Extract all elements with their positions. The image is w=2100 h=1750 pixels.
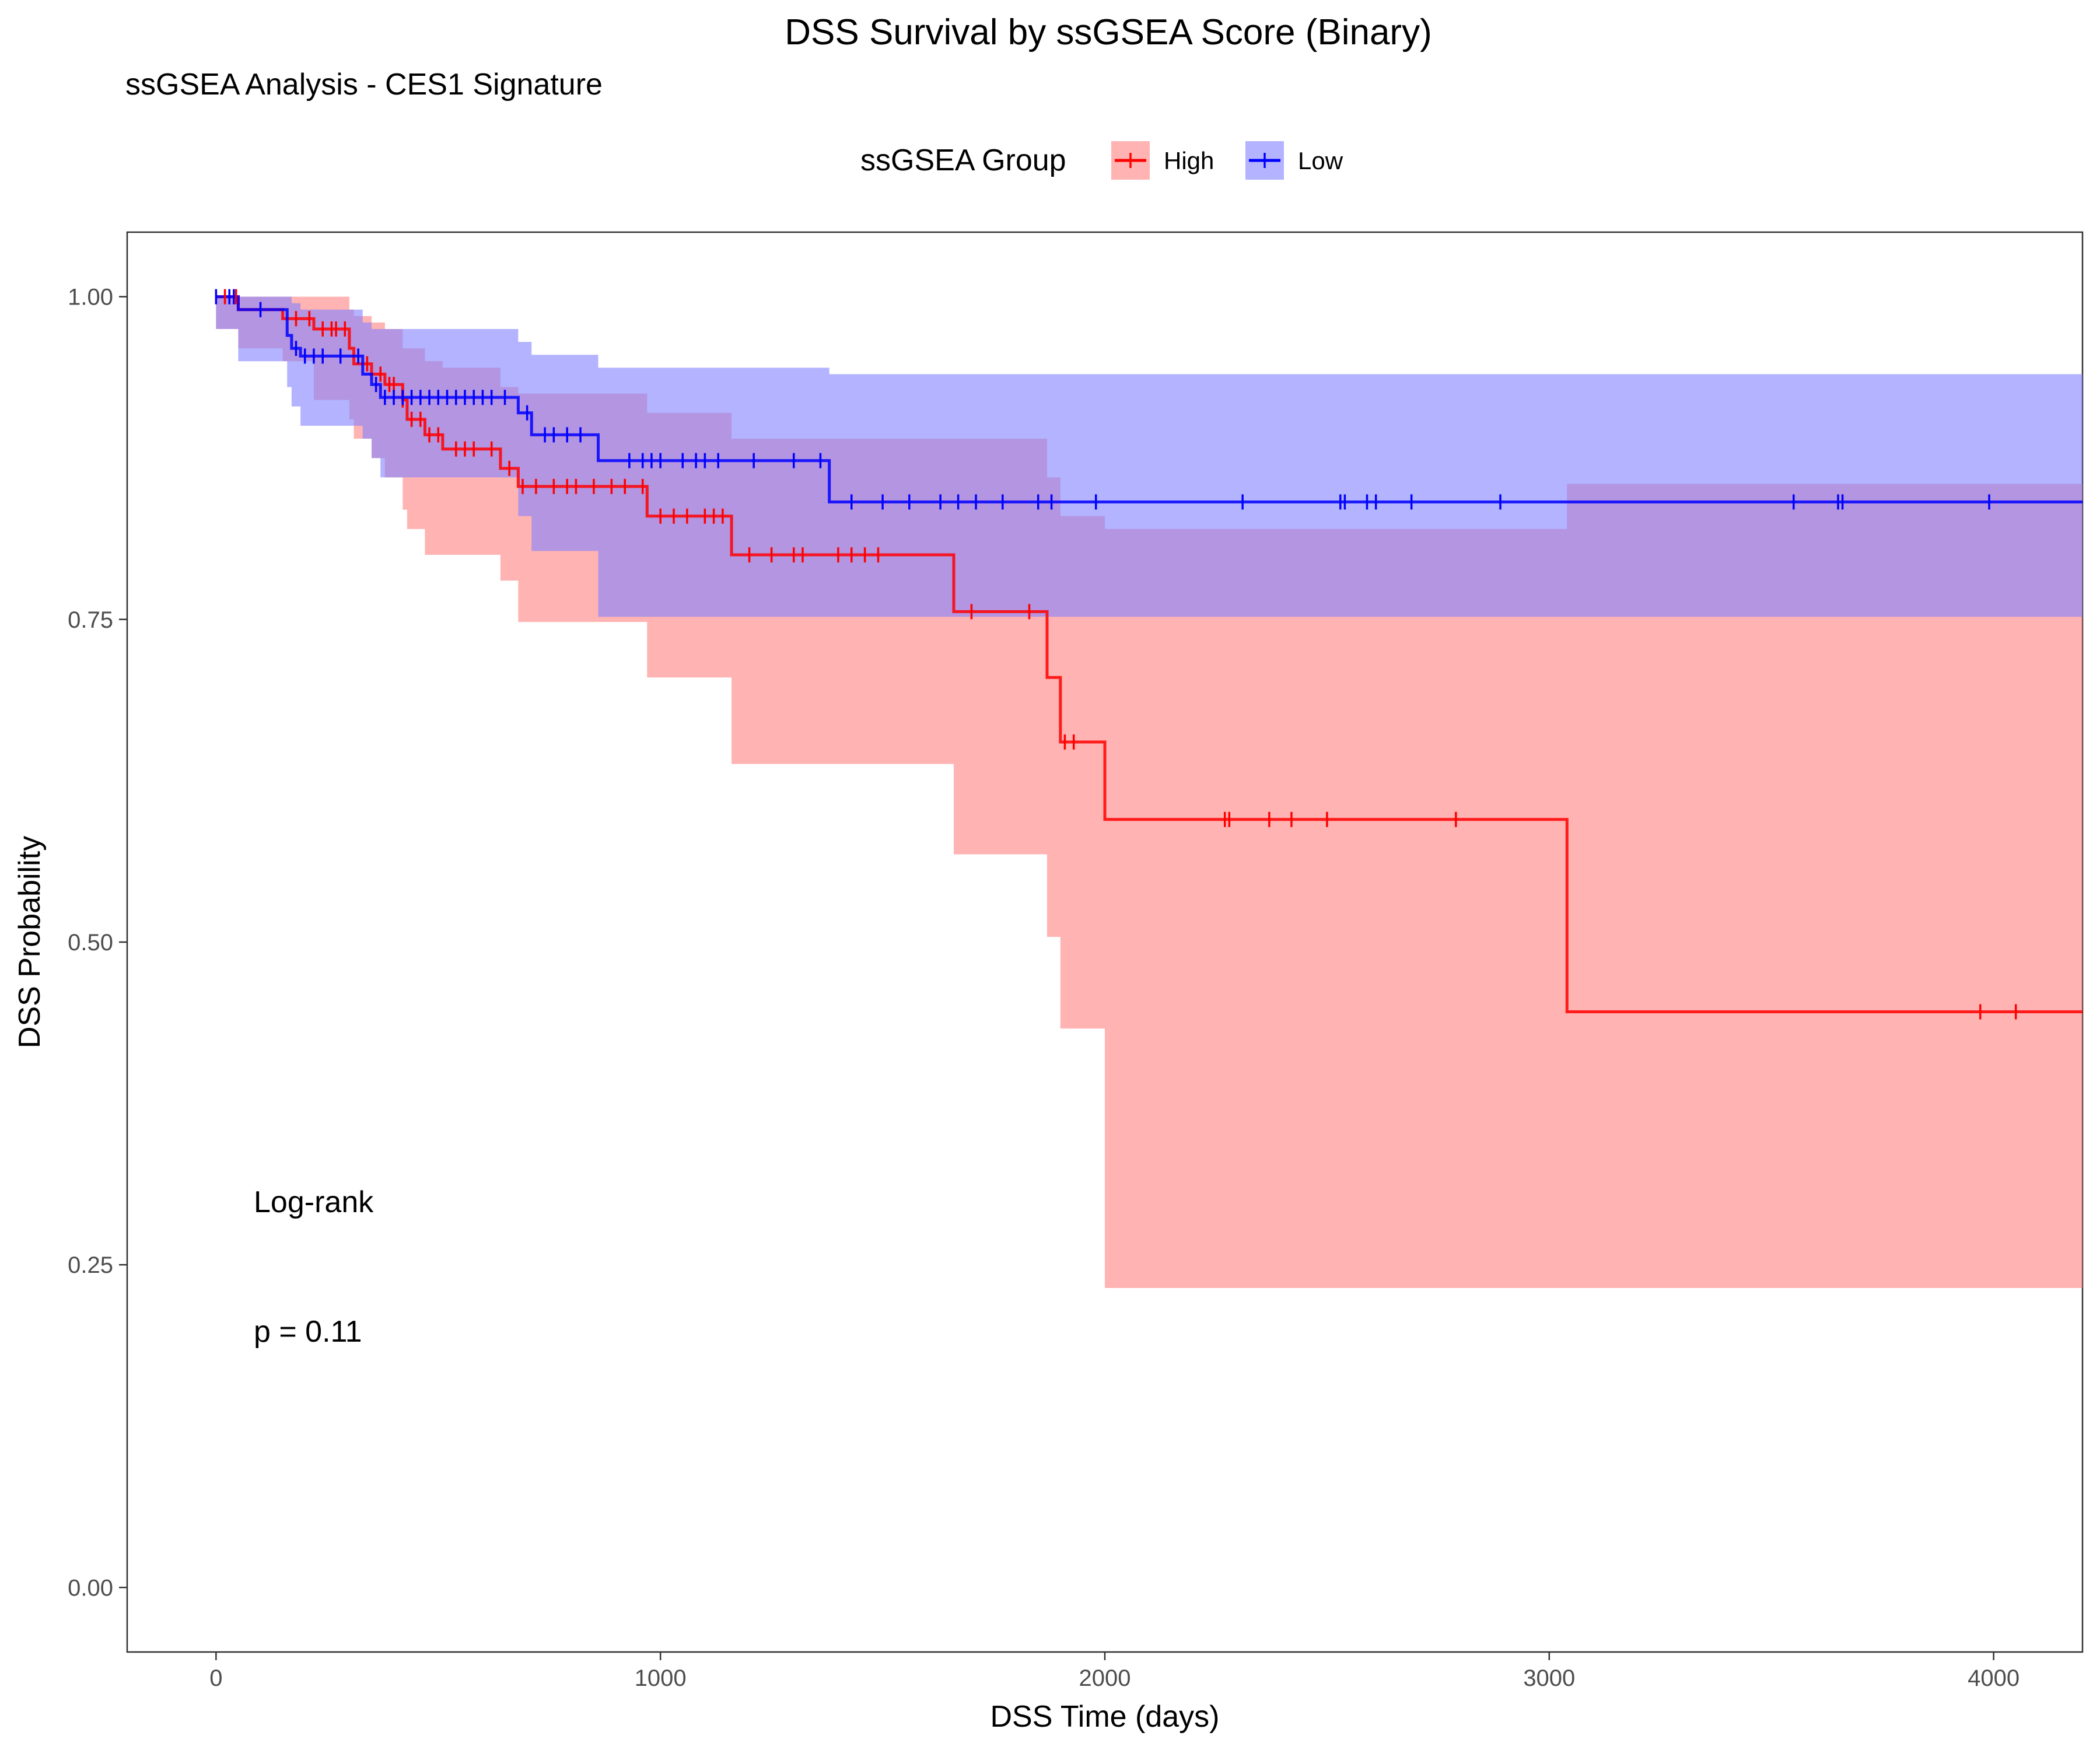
- y-tick-label: 0.00: [68, 1575, 113, 1601]
- y-axis-title: DSS Probability: [13, 836, 47, 1048]
- legend-label-low: Low: [1298, 147, 1343, 174]
- legend: ssGSEA Group High Low: [860, 141, 1343, 180]
- y-tick-label: 1.00: [68, 285, 113, 310]
- chart-subtitle: ssGSEA Analysis - CES1 Signature: [125, 68, 603, 102]
- y-tick-label: 0.25: [68, 1252, 113, 1278]
- x-axis-title: DSS Time (days): [991, 1700, 1220, 1734]
- y-tick-label: 0.75: [68, 607, 113, 633]
- survival-line-low: [216, 295, 2082, 503]
- y-tick-label: 0.50: [68, 930, 113, 956]
- x-tick-label: 4000: [1968, 1665, 2020, 1691]
- x-tick-label: 1000: [635, 1665, 687, 1691]
- x-tick-label: 2000: [1079, 1665, 1131, 1691]
- chart-title: DSS Survival by ssGSEA Score (Binary): [785, 12, 1432, 52]
- x-axis: 0 1000 2000 3000 4000: [209, 1652, 2020, 1691]
- logrank-label: Log-rank: [254, 1185, 374, 1219]
- legend-label-high: High: [1164, 147, 1214, 174]
- x-tick-label: 0: [209, 1665, 222, 1691]
- legend-title: ssGSEA Group: [860, 144, 1066, 177]
- plot-area: [126, 231, 2084, 1653]
- y-axis: 0.00 0.25 0.50 0.75 1.00: [68, 285, 127, 1601]
- x-tick-label: 3000: [1523, 1665, 1575, 1691]
- pvalue-label: p = 0.11: [254, 1315, 362, 1349]
- ci-band-low: [216, 296, 2082, 617]
- survival-line-high: [216, 295, 2082, 1013]
